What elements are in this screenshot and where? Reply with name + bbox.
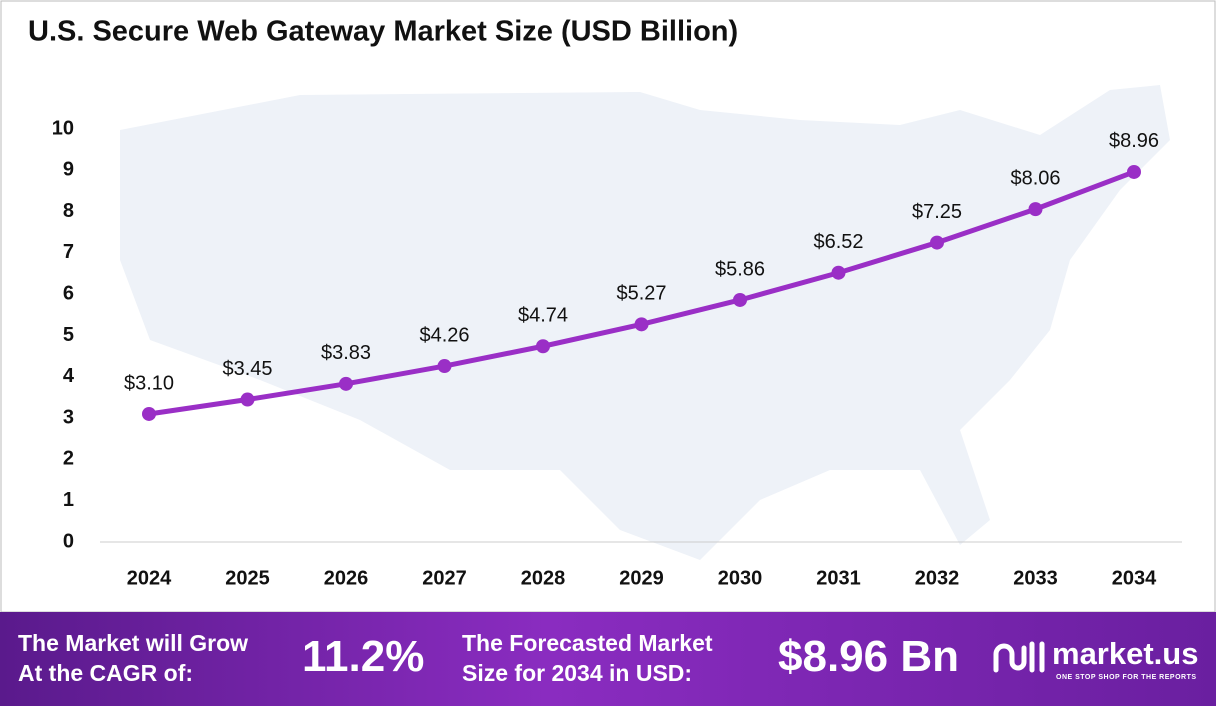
cagr-value: 11.2% [302, 632, 425, 681]
point [142, 406, 156, 421]
x-tick-label: 2024 [127, 567, 172, 589]
data-label: $8.06 [1010, 167, 1060, 189]
cagr-line: At the CAGR of: [18, 660, 194, 686]
y-tick-label: 0 [63, 530, 74, 552]
point [437, 359, 452, 374]
point [1028, 202, 1043, 217]
forecast-value: $8.96 Bn [778, 632, 959, 681]
x-tick-label: 2031 [816, 567, 861, 589]
data-label: $3.10 [124, 372, 174, 394]
cagr-text: The Market will Grow At the CAGR of: [18, 628, 248, 688]
point [831, 265, 846, 280]
chart: U.S. Secure Web Gateway Market Size (USD… [0, 0, 1216, 613]
point [240, 392, 255, 407]
x-tick-label: 2025 [225, 567, 270, 589]
y-tick-label: 6 [63, 282, 74, 304]
data-label: $5.27 [616, 283, 666, 305]
point [339, 376, 353, 391]
cagr-line: The Market will Grow [18, 630, 249, 656]
y-tick-label: 3 [63, 406, 74, 428]
point [536, 339, 550, 354]
x-tick-label: 2032 [915, 567, 960, 589]
data-label: $5.86 [715, 258, 765, 280]
y-tick-label: 2 [63, 448, 74, 470]
point [733, 292, 747, 307]
tagline: ONE STOP SHOP FOR THE REPORTS [1056, 674, 1197, 681]
y-tick-label: 9 [63, 159, 74, 181]
data-label: $3.83 [321, 342, 371, 364]
brand: market.us [1052, 636, 1199, 671]
y-tick-label: 1 [63, 489, 74, 511]
logo-icon [993, 641, 1045, 673]
x-tick-label: 2026 [324, 567, 369, 589]
point [634, 317, 649, 332]
x-tick-label: 2030 [718, 567, 763, 589]
data-label: $4.74 [518, 305, 568, 327]
footer: The Market will Grow At the CAGR of: 11.2… [0, 612, 1216, 706]
data-label: $8.96 [1109, 130, 1159, 152]
data-label: $6.52 [813, 231, 863, 253]
x-tick-label: 2034 [1112, 567, 1157, 589]
x-tick-label: 2027 [422, 567, 467, 589]
y-tick-label: 10 [52, 117, 74, 139]
x-tick-label: 2029 [619, 567, 664, 589]
y-tick-label: 7 [63, 241, 74, 263]
x-tick-label: 2028 [521, 567, 566, 589]
forecast-line: Size for 2034 in USD: [462, 660, 693, 686]
y-tick-label: 4 [63, 365, 75, 387]
chart-title: U.S. Secure Web Gateway Market Size (USD… [28, 16, 738, 48]
data-label: $3.45 [222, 358, 272, 380]
point [1127, 164, 1141, 179]
x-tick-label: 2033 [1013, 567, 1058, 589]
forecast-line: The Forecasted Market [462, 630, 713, 656]
forecast-text: The Forecasted Market Size for 2034 in US… [462, 628, 713, 688]
data-label: $4.26 [419, 324, 469, 346]
data-label: $7.25 [912, 201, 962, 223]
y-tick-label: 5 [63, 324, 74, 346]
point [930, 235, 944, 250]
y-tick-label: 8 [63, 200, 74, 222]
